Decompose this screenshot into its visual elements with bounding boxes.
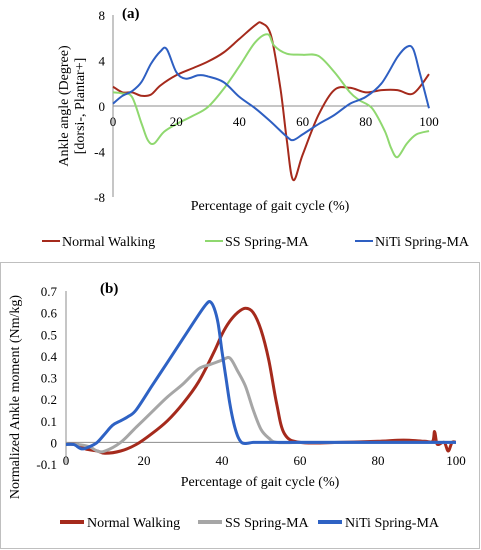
panel-b-label: (b) bbox=[100, 281, 118, 297]
panel-a-x-ticks: 0 20 40 60 80 100 bbox=[110, 114, 439, 129]
panel-b-x-tick-label: 100 bbox=[446, 453, 466, 468]
panel-b-legend-label: NiTi Spring-MA bbox=[345, 516, 440, 531]
panel-b-y-tick-label: 0.4 bbox=[41, 349, 58, 364]
panel-a-x-tick-label: 60 bbox=[296, 114, 309, 129]
panel-a-x-tick-label: 20 bbox=[170, 114, 183, 129]
panel-a-y-axis-title-line1: Ankle angle (Degree) bbox=[57, 45, 72, 167]
panel-b-y-tick-label: 0.6 bbox=[41, 306, 58, 321]
panel-b-border bbox=[0, 262, 480, 549]
panel-a-x-axis-title: Percentage of gait cycle (%) bbox=[191, 199, 350, 214]
panel-b-y-ticks: -0.1 0 0.1 0.2 0.3 0.4 0.5 0.6 0.7 bbox=[36, 284, 57, 472]
panel-b-legend-label: SS Spring-MA bbox=[225, 516, 310, 531]
panel-b-x-axis-title: Percentage of gait cycle (%) bbox=[181, 475, 340, 490]
panel-a-x-tick-label: 80 bbox=[359, 114, 372, 129]
panel-a-legend-label: NiTi Spring-MA bbox=[375, 235, 470, 250]
panel-b-y-tick-label: 0.1 bbox=[41, 414, 57, 429]
panel-b-x-ticks: 0 20 40 60 80 100 bbox=[63, 453, 466, 468]
panel-b-y-tick-label: 0.5 bbox=[41, 327, 57, 342]
panel-a-legend-label: SS Spring-MA bbox=[225, 235, 310, 250]
panel-a-y-axis-title-line2: [dorsi-, Plantar+] bbox=[73, 58, 88, 155]
panel-b-legend: Normal Walking SS Spring-MA NiTi Spring-MA bbox=[60, 516, 440, 531]
panel-a-y-tick-label: 0 bbox=[99, 99, 106, 114]
panel-a-y-tick-label: 8 bbox=[99, 8, 106, 23]
panel-b-y-tick-label: 0.7 bbox=[41, 284, 58, 299]
panel-b-y-tick-label: 0.2 bbox=[41, 392, 57, 407]
panel-a: (a) 0 20 40 60 80 100 -8 -4 0 4 8 Percentage of g… bbox=[42, 6, 470, 250]
panel-b-series-line-0 bbox=[65, 306, 457, 455]
panel-a-y-ticks: -8 -4 0 4 8 bbox=[94, 8, 105, 205]
panel-a-axes bbox=[112, 15, 429, 197]
panel-b: (b) 0 20 40 60 80 100 -0.1 0 0.1 0.2 0.3 0.4 0.5 0.6… bbox=[8, 281, 466, 531]
panel-b-x-tick-label: 0 bbox=[63, 453, 70, 468]
panel-b-x-tick-label: 40 bbox=[216, 453, 229, 468]
panel-a-x-tick-label: 0 bbox=[110, 114, 117, 129]
panel-a-x-tick-label: 100 bbox=[419, 114, 439, 129]
panel-b-x-tick-label: 60 bbox=[294, 453, 307, 468]
panel-b-series-line-2 bbox=[65, 300, 456, 451]
panel-b-x-tick-label: 80 bbox=[372, 453, 385, 468]
panel-a-y-tick-label: -8 bbox=[94, 190, 105, 205]
panel-a-y-tick-label: -4 bbox=[94, 145, 105, 160]
panel-a-label: (a) bbox=[122, 6, 140, 22]
panel-a-y-tick-label: 4 bbox=[99, 54, 106, 69]
panel-b-y-tick-label: 0.3 bbox=[41, 371, 57, 386]
panel-b-y-tick-label: -0.1 bbox=[36, 457, 57, 472]
panel-a-series-line-0 bbox=[112, 21, 430, 181]
panel-a-x-tick-label: 40 bbox=[233, 114, 246, 129]
panel-a-series bbox=[112, 21, 430, 181]
panel-b-series bbox=[65, 300, 457, 455]
panel-a-series-line-1 bbox=[112, 33, 430, 159]
panel-a-legend-label: Normal Walking bbox=[62, 235, 155, 250]
panel-a-legend: Normal Walking SS Spring-MA NiTi Spring-MA bbox=[42, 235, 470, 250]
panel-b-y-tick-label: 0 bbox=[51, 435, 58, 450]
panel-b-x-tick-label: 20 bbox=[138, 453, 151, 468]
panel-a-series-line-2 bbox=[112, 44, 430, 142]
panel-b-series-line-1 bbox=[65, 355, 456, 454]
panel-b-y-axis-title: Normalized Ankle moment (Nm/kg) bbox=[8, 295, 23, 499]
panel-b-legend-label: Normal Walking bbox=[87, 516, 180, 531]
